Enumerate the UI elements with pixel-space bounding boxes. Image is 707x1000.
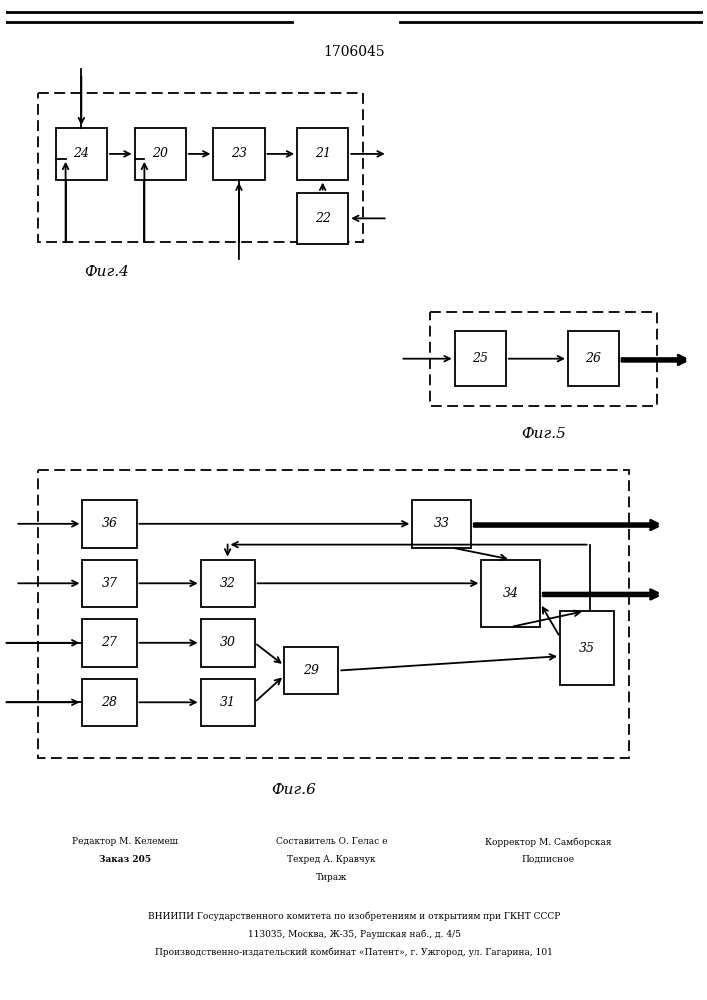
Text: 113035, Москва, Ж-35, Раушская наб., д. 4/5: 113035, Москва, Ж-35, Раушская наб., д. … [247,929,461,939]
Bar [82,560,136,607]
Text: ВНИИПИ Государственного комитета по изобретениям и открытиям при ГКНТ СССР: ВНИИПИ Государственного комитета по изоб… [148,912,561,921]
Text: 33: 33 [434,517,450,530]
Bar [214,128,264,180]
Bar [297,128,349,180]
Bar [134,128,186,180]
Text: 27: 27 [101,636,117,649]
Text: Подписное: Подписное [522,855,575,864]
Text: 34: 34 [503,587,519,600]
Bar [297,193,349,244]
Text: 23: 23 [231,147,247,160]
Bar [412,500,472,548]
Text: 25: 25 [472,352,489,365]
Bar [201,560,255,607]
Text: 36: 36 [101,517,117,530]
Bar [560,611,614,685]
Text: Фиг.5: Фиг.5 [521,427,566,441]
Bar [82,619,136,667]
Text: 24: 24 [74,147,89,160]
Bar [481,560,540,627]
Text: 30: 30 [220,636,235,649]
Text: Производственно-издательский комбинат «Патент», г. Ужгород, ул. Гагарина, 101: Производственно-издательский комбинат «П… [156,947,553,957]
Text: 32: 32 [220,577,235,590]
Text: Фиг.4: Фиг.4 [85,265,129,279]
Bar [201,679,255,726]
Bar [568,331,619,386]
Text: Тираж: Тираж [316,873,347,882]
Text: Корректор М. Самборская: Корректор М. Самборская [485,837,612,847]
Bar [82,679,136,726]
Bar [38,93,363,242]
Text: 35: 35 [579,642,595,655]
Text: Техред А. Кравчук: Техред А. Кравчук [287,855,375,864]
Bar [201,619,255,667]
Text: 28: 28 [101,696,117,709]
Text: Заказ 205: Заказ 205 [99,855,151,864]
Text: 26: 26 [585,352,602,365]
Bar [38,470,629,758]
Text: Редактор М. Келемеш: Редактор М. Келемеш [71,837,177,846]
Bar [56,128,107,180]
Text: 29: 29 [303,664,320,677]
Text: Фиг.6: Фиг.6 [271,783,317,797]
Text: 1706045: 1706045 [323,45,385,59]
Text: 31: 31 [220,696,235,709]
Text: 20: 20 [152,147,168,160]
Bar [455,331,506,386]
Bar [82,500,136,548]
Text: 22: 22 [315,212,331,225]
Text: Составитель О. Гелас е: Составитель О. Гелас е [276,837,387,846]
Text: 37: 37 [101,577,117,590]
Text: 21: 21 [315,147,331,160]
Bar [430,312,657,406]
Bar [284,647,339,694]
